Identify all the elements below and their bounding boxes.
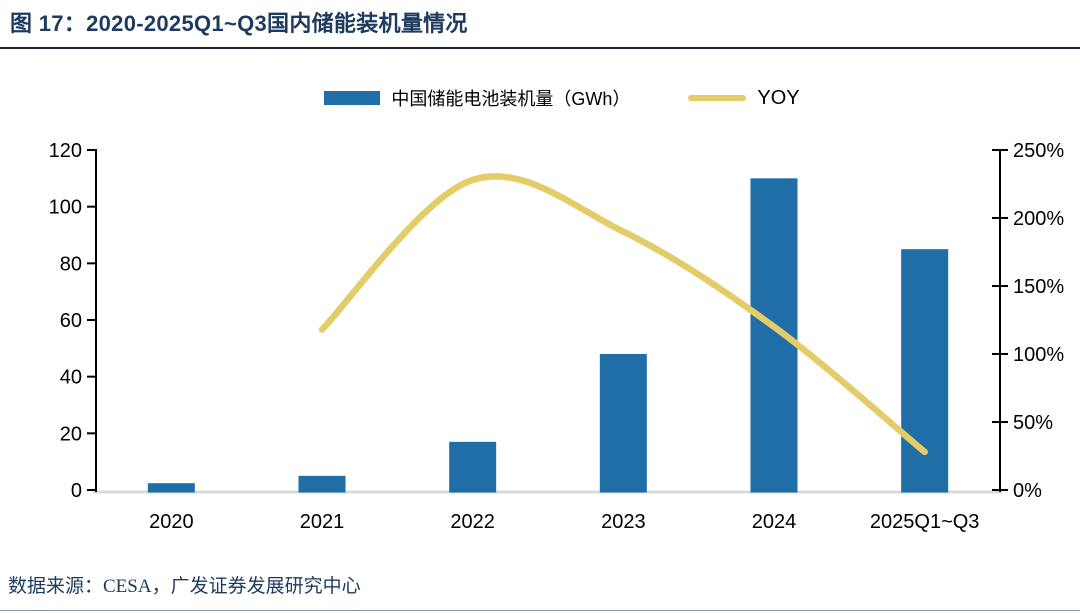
right-axis: 0% 50% 100% 150% 200% 250% <box>992 140 1064 502</box>
bar-2020 <box>147 483 195 493</box>
line-series-swatch <box>688 95 747 101</box>
right-axis-tick-label: 150% <box>1013 276 1064 298</box>
bottom-rule <box>0 610 1080 611</box>
x-axis-tick-label: 2024 <box>752 511 797 533</box>
left-axis-tick-label: 20 <box>60 423 82 445</box>
x-axis-tick-label: 2021 <box>300 511 345 533</box>
figure-title: 图 17：2020-2025Q1~Q3国内储能装机量情况 <box>10 11 468 36</box>
yoy-line <box>318 173 928 456</box>
line-series-label: YOY <box>757 86 800 109</box>
left-axis: 0 20 40 60 80 100 120 <box>49 140 97 502</box>
bar-2021 <box>298 475 346 493</box>
data-source-note: 数据来源：CESA，广发证券发展研究中心 <box>8 576 361 597</box>
bar-series <box>147 178 949 493</box>
right-axis-tick-label: 0% <box>1013 480 1042 502</box>
left-axis-tick-label: 80 <box>60 253 82 275</box>
legend-item-installed-capacity: 中国储能电池装机量（GWh） <box>324 85 630 111</box>
x-axis-tick-label: 2020 <box>149 511 194 533</box>
legend-item-yoy: YOY <box>688 86 800 110</box>
bar-series-swatch <box>324 91 381 105</box>
left-axis-tick-label: 120 <box>49 140 82 162</box>
x-axis-tick-label: 2025Q1~Q3 <box>870 511 980 533</box>
left-axis-tick-label: 0 <box>71 480 82 502</box>
title-rule <box>0 47 1080 49</box>
right-axis-tick-label: 250% <box>1013 140 1064 162</box>
left-axis-tick-label: 100 <box>49 197 82 219</box>
right-axis-tick-label: 200% <box>1013 208 1064 230</box>
right-axis-tick-label: 50% <box>1013 412 1053 434</box>
chart-legend: 中国储能电池装机量（GWh） YOY <box>22 85 1080 111</box>
left-axis-tick-label: 60 <box>60 310 82 332</box>
x-axis-tick-label: 2022 <box>450 511 495 533</box>
right-axis-tick-label: 100% <box>1013 344 1064 366</box>
bar-series-label: 中国储能电池装机量（GWh） <box>391 89 631 109</box>
x-axis-tick-label: 2023 <box>601 511 646 533</box>
bar-2022 <box>449 441 497 493</box>
bar-2025Q1~Q3 <box>901 249 949 493</box>
bar-2023 <box>599 354 647 493</box>
left-axis-tick-label: 40 <box>60 367 82 389</box>
x-axis-labels: 2020 2021 2022 2023 2024 2025Q1~Q3 <box>149 511 979 533</box>
